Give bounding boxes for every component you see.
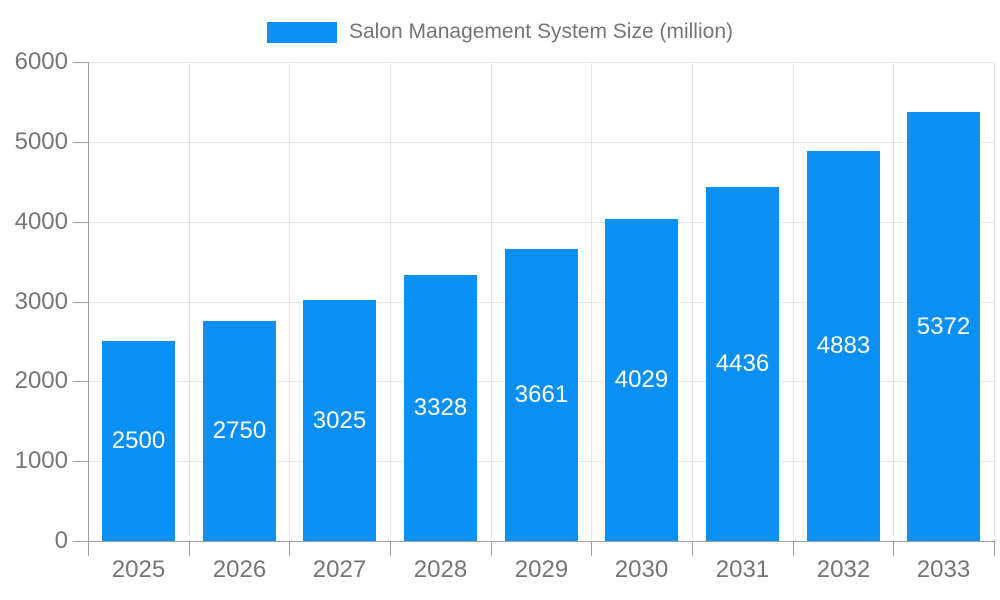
y-axis-tick [73,461,88,462]
y-axis-tick [73,62,88,63]
legend-swatch [267,21,337,43]
gridline-vertical [793,62,794,541]
x-axis-tick [189,541,190,556]
gridline-vertical [390,62,391,541]
bar: 4436 [706,187,779,541]
bar: 4883 [807,151,880,541]
y-tick-label: 1000 [14,447,68,474]
y-axis-tick [73,142,88,143]
bar-value-label: 2500 [111,427,166,454]
x-tick-label: 2025 [111,556,166,583]
x-tick-label: 2027 [312,556,367,583]
bar: 2750 [203,321,276,541]
gridline-vertical [994,62,995,541]
x-tick-label: 2031 [715,556,770,583]
bar: 2500 [102,341,175,541]
bar: 3661 [505,249,578,541]
gridline-horizontal [88,222,994,223]
bar-value-label: 3025 [312,406,367,434]
gridline-vertical [289,62,290,541]
x-axis-tick [390,541,391,556]
y-axis-tick [73,222,88,223]
x-tick-label: 2028 [413,556,468,583]
y-axis-tick [73,302,88,303]
x-axis-tick [289,541,290,556]
bar: 4029 [605,219,678,541]
gridline-vertical [591,62,592,541]
bar: 5372 [907,112,980,541]
x-axis-tick [692,541,693,556]
gridline-vertical [189,62,190,541]
x-tick-label: 2026 [212,556,267,583]
y-axis-line [88,62,89,556]
bar-value-label: 4029 [614,366,669,393]
x-tick-label: 2030 [614,556,669,583]
y-tick-label: 3000 [14,288,68,315]
x-axis-tick [793,541,794,556]
bar: 3025 [303,300,376,541]
gridline-horizontal [88,142,994,143]
gridline-vertical [893,62,894,541]
y-tick-label: 6000 [14,48,68,75]
x-axis-line [73,541,994,542]
bar-value-label: 3661 [514,381,569,408]
x-tick-label: 2032 [816,556,871,583]
gridline-vertical [491,62,492,541]
y-tick-label: 5000 [14,128,68,155]
bar-value-label: 3328 [413,394,468,421]
bar-value-label: 4436 [715,350,770,377]
x-axis-tick [893,541,894,556]
x-axis-tick [491,541,492,556]
x-axis-tick [994,541,995,556]
legend: Salon Management System Size (million) [0,16,1000,48]
y-tick-label: 4000 [14,208,68,235]
gridline-horizontal [88,62,994,63]
x-tick-label: 2033 [916,556,971,583]
gridline-vertical [692,62,693,541]
bar: 3328 [404,275,477,541]
bar-value-label: 4883 [816,332,871,359]
y-tick-label: 2000 [14,367,68,394]
x-axis-tick [591,541,592,556]
x-tick-label: 2029 [514,556,569,583]
y-tick-label: 0 [54,527,68,554]
bar-value-label: 2750 [212,417,267,444]
y-axis-tick [73,381,88,382]
legend-label: Salon Management System Size (million) [349,20,733,43]
bar-value-label: 5372 [916,312,971,340]
